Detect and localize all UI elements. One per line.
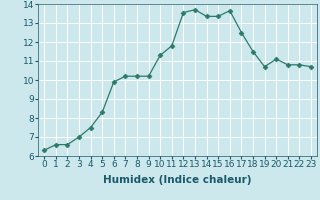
X-axis label: Humidex (Indice chaleur): Humidex (Indice chaleur) — [103, 175, 252, 185]
